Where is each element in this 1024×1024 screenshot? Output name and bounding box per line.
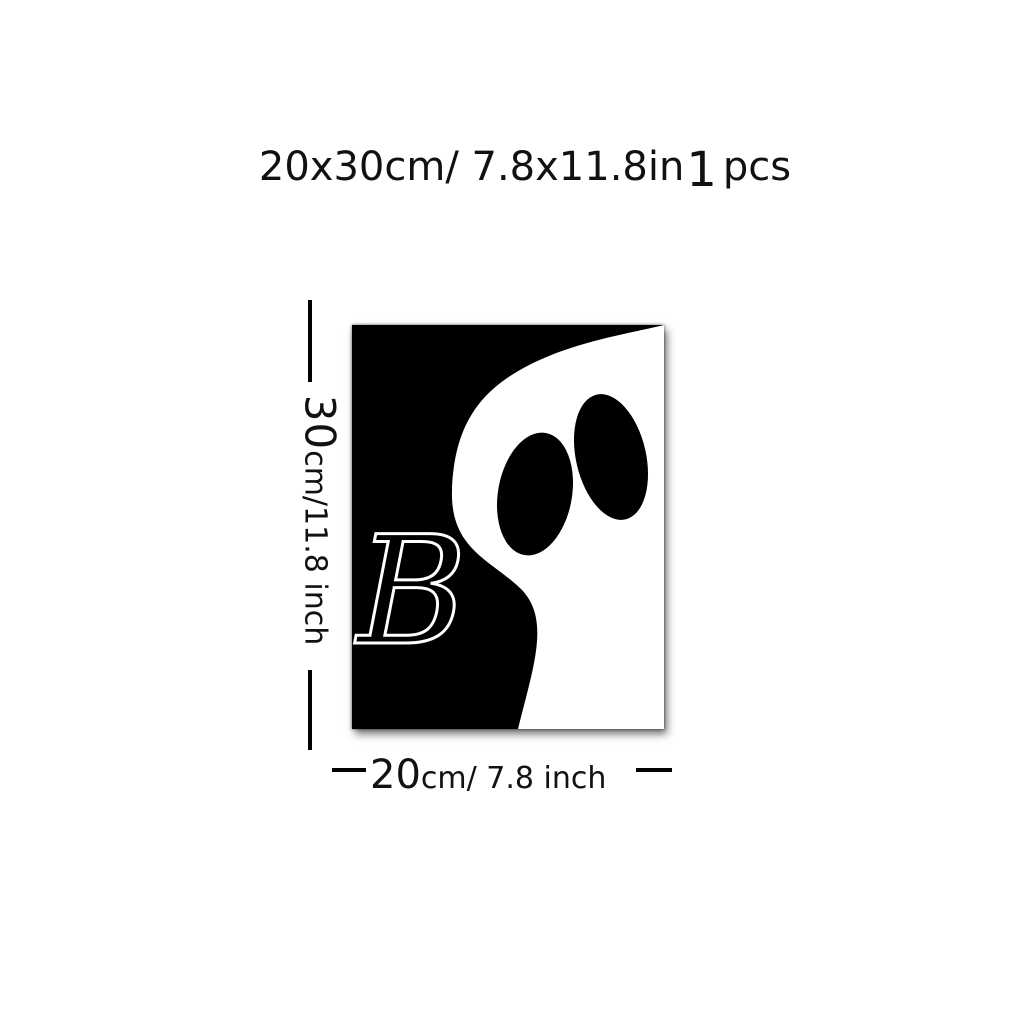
- height-dimension-line-bottom: [308, 670, 312, 750]
- quantity-number: 1: [686, 142, 717, 198]
- height-dimension-line-top: [308, 300, 312, 382]
- ghost-poster: B: [352, 325, 664, 729]
- ghost-eye-left: [497, 432, 573, 556]
- ghost-eye-right: [573, 394, 649, 520]
- ghost-illustration: B: [352, 325, 664, 729]
- width-dimension-line-right: [636, 768, 672, 772]
- size-text: 20x30cm/ 7.8x11.8in: [258, 144, 685, 190]
- product-size-title: 20x30cm/ 7.8x11.8in1 pcs: [0, 138, 1024, 196]
- height-dimension-label: 30cm/11.8 inch: [296, 395, 345, 645]
- width-dimension-label: 20cm/ 7.8 inch: [370, 752, 606, 798]
- quantity-unit: pcs: [722, 144, 792, 190]
- height-unit: cm/11.8 inch: [297, 450, 333, 646]
- width-value: 20: [370, 752, 421, 798]
- boo-letter: B: [354, 505, 467, 679]
- width-unit: cm/ 7.8 inch: [420, 761, 607, 796]
- width-dimension-line-left: [332, 768, 366, 772]
- height-value: 30: [295, 394, 345, 451]
